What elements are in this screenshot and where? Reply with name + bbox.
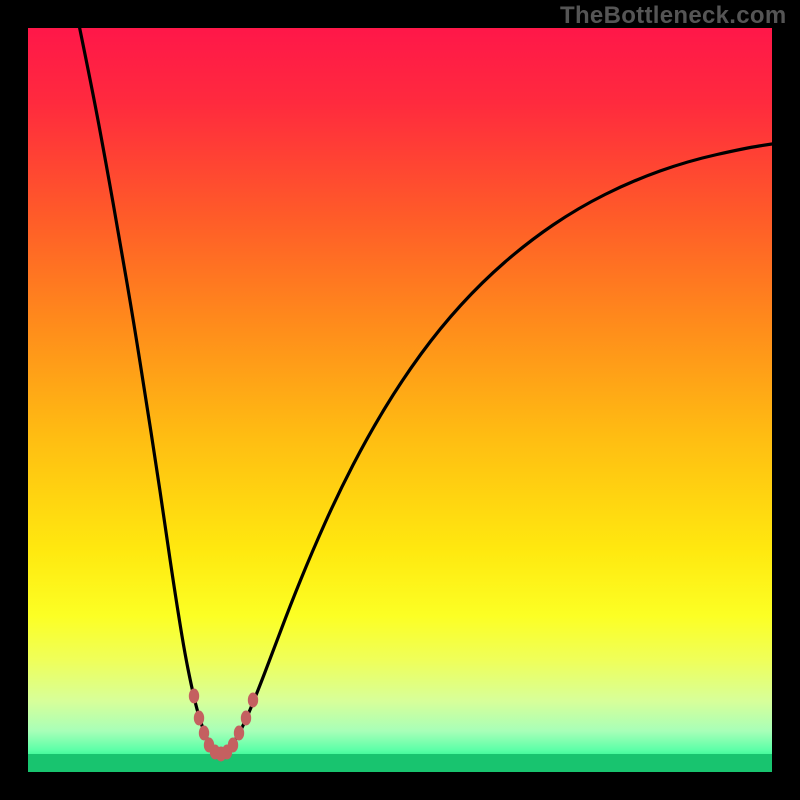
curve-marker	[248, 693, 258, 708]
watermark-text: TheBottleneck.com	[560, 2, 786, 30]
curve-marker	[228, 738, 238, 753]
curve-marker	[194, 711, 204, 726]
chart-root: TheBottleneck.com	[0, 0, 800, 800]
curve-marker	[234, 726, 244, 741]
bottom-green-band	[28, 754, 772, 772]
plot-area	[28, 28, 772, 772]
curve-marker	[189, 689, 199, 704]
bottleneck-curve-chart	[28, 28, 772, 772]
gradient-background	[28, 28, 772, 772]
curve-marker	[241, 711, 251, 726]
